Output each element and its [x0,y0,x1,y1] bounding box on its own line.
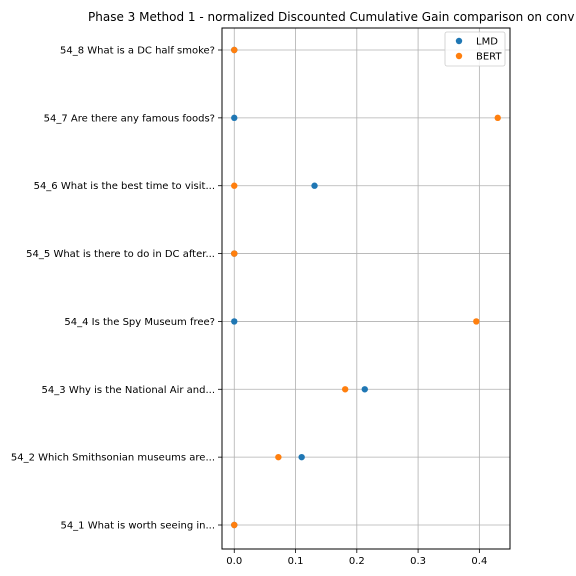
data-point-lmd [361,386,368,393]
data-point-bert [275,453,282,461]
y-tick-label: 54_6 What is the best time to visit... [34,181,215,192]
data-point-bert [473,318,480,325]
data-point-lmd [311,182,318,189]
legend-label-lmd: LMD [476,37,498,48]
data-point-bert [494,114,501,122]
chart-title: Phase 3 Method 1 - normalized Discounted… [88,10,575,24]
data-point-bert [231,46,238,54]
grid [222,28,510,549]
x-tick-label: 0.1 [288,556,304,567]
y-tick-label: 54_4 Is the Spy Museum free? [64,317,215,328]
y-tick-label: 54_7 Are there any famous foods? [44,113,215,124]
x-tick-label: 0.3 [410,556,426,567]
data-point-bert [231,182,238,189]
y-tick-label: 54_1 What is worth seeing in... [60,521,215,532]
data-point-lmd [231,318,238,325]
x-tick-label: 0.4 [471,556,487,567]
data-points [231,46,501,529]
y-tick-label: 54_3 Why is the National Air and... [42,385,215,396]
data-point-bert [231,521,238,529]
data-point-bert [231,250,238,257]
y-tick-label: 54_5 What is there to do in DC after... [26,249,215,260]
y-tick-label: 54_8 What is a DC half smoke? [60,46,215,57]
data-point-lmd [298,453,305,461]
data-point-lmd [231,114,238,122]
legend-marker-bert [455,52,463,60]
x-tick-label: 0.2 [349,556,365,567]
legend: LMD BERT [444,31,506,67]
data-point-bert [341,386,349,393]
axes: 0.0 0.1 0.2 0.3 0.4 54_1 What is worth seeing… [11,46,487,568]
x-tick-label: 0.0 [226,556,242,567]
legend-marker-lmd [455,37,463,45]
plot-frame [221,27,511,550]
legend-label-bert: BERT [476,52,502,63]
y-tick-label: 54_2 Which Smithsonian museums are... [11,453,215,464]
